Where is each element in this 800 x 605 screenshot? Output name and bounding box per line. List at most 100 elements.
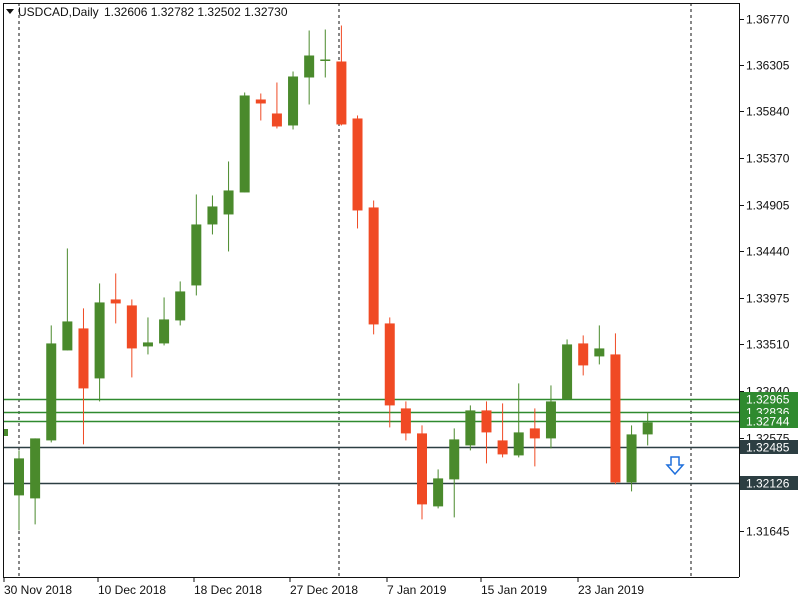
candle-body <box>352 118 363 211</box>
candle-body <box>14 458 24 496</box>
candle-body <box>62 321 73 351</box>
candle[interactable] <box>207 195 218 235</box>
symbol-title: USDCAD,Daily <box>18 5 99 19</box>
candle[interactable] <box>126 299 137 378</box>
candle-body <box>384 323 395 406</box>
candle[interactable] <box>433 469 444 509</box>
candle-body <box>368 207 379 325</box>
candle[interactable] <box>594 325 605 365</box>
candle[interactable] <box>336 25 347 126</box>
candle[interactable] <box>110 273 121 324</box>
x-tick-label: 23 Jan 2019 <box>578 583 644 597</box>
y-tick-label: 1.36305 <box>746 59 790 73</box>
candle-body <box>529 428 540 439</box>
candle-body <box>207 206 218 225</box>
candle[interactable] <box>288 71 299 130</box>
candle-body <box>433 478 444 507</box>
price-label-text: 1.32744 <box>746 415 790 429</box>
x-tick-label: 18 Dec 2018 <box>194 583 262 597</box>
candle[interactable] <box>320 29 331 78</box>
candle-body <box>400 408 411 434</box>
price-label-text: 1.32965 <box>746 393 790 407</box>
candle-body <box>142 342 153 347</box>
candle[interactable] <box>304 30 315 105</box>
candle-body <box>449 439 460 480</box>
candle[interactable] <box>271 82 282 129</box>
candle-body <box>417 433 427 505</box>
candle[interactable] <box>368 200 379 335</box>
candle[interactable] <box>417 425 427 520</box>
candle[interactable] <box>513 383 524 458</box>
candle-body <box>30 438 41 499</box>
price-label-2: 1.32744 <box>740 414 798 429</box>
candle[interactable] <box>239 92 250 193</box>
candle[interactable] <box>545 385 556 449</box>
candle[interactable] <box>578 335 589 376</box>
y-tick-label: 1.34440 <box>746 245 790 259</box>
price-label-4: 1.32126 <box>740 476 798 491</box>
y-tick-label: 1.35840 <box>746 105 790 119</box>
candle[interactable] <box>159 297 170 346</box>
candle-body <box>255 99 266 104</box>
price-label-box <box>740 440 798 454</box>
candle[interactable] <box>78 308 89 445</box>
candle-body <box>239 95 250 193</box>
candle[interactable] <box>529 408 540 467</box>
candle[interactable] <box>481 401 492 464</box>
candle[interactable] <box>94 283 105 402</box>
candle[interactable] <box>626 425 637 492</box>
candle[interactable] <box>497 403 508 458</box>
candle[interactable] <box>191 194 202 296</box>
candle-body <box>497 440 508 455</box>
price-label-text: 1.32126 <box>746 477 790 491</box>
candle-body <box>159 319 170 344</box>
x-tick-label: 7 Jan 2019 <box>387 583 447 597</box>
chart-header: USDCAD,Daily 1.32606 1.32782 1.32502 1.3… <box>6 5 288 19</box>
candle[interactable] <box>465 405 476 451</box>
candle[interactable] <box>449 428 460 518</box>
candle[interactable] <box>14 450 24 531</box>
candle-body <box>288 76 299 126</box>
x-tick-label: 30 Nov 2018 <box>4 583 72 597</box>
candle[interactable] <box>223 161 234 252</box>
candle[interactable] <box>30 438 41 525</box>
candle[interactable] <box>175 281 186 326</box>
candle-body <box>304 55 315 78</box>
candle[interactable] <box>642 412 653 446</box>
y-tick-label: 1.34905 <box>746 199 790 213</box>
candle-body <box>465 410 476 446</box>
candle-body <box>175 291 186 321</box>
price-label-text: 1.32485 <box>746 441 790 455</box>
price-label-box <box>740 476 798 490</box>
candle-body <box>481 410 492 433</box>
candle[interactable] <box>352 115 363 229</box>
candle[interactable] <box>400 401 411 441</box>
candle[interactable] <box>255 93 266 121</box>
candle-body <box>271 113 282 127</box>
candle[interactable] <box>142 317 153 355</box>
candle[interactable] <box>384 317 395 428</box>
candle-body <box>223 190 234 215</box>
candle[interactable] <box>46 325 57 443</box>
candle[interactable] <box>62 248 73 351</box>
candle-body <box>110 299 121 304</box>
candle-body <box>626 434 637 483</box>
candle-body <box>78 328 89 389</box>
candle[interactable] <box>562 339 573 400</box>
price-label-3: 1.32485 <box>740 440 798 455</box>
y-tick-label: 1.33510 <box>746 338 790 352</box>
x-tick-label: 10 Dec 2018 <box>98 583 166 597</box>
y-tick-label: 1.31645 <box>746 525 790 539</box>
x-tick-label: 27 Dec 2018 <box>290 583 358 597</box>
candle-body <box>545 401 556 439</box>
price-label-0: 1.32965 <box>740 392 798 407</box>
candle[interactable] <box>610 333 621 485</box>
candle-body <box>562 344 573 400</box>
candle-body <box>126 305 137 349</box>
dropdown-triangle-icon[interactable] <box>6 9 14 14</box>
ohlc-readout: 1.32606 1.32782 1.32502 1.32730 <box>104 5 288 19</box>
